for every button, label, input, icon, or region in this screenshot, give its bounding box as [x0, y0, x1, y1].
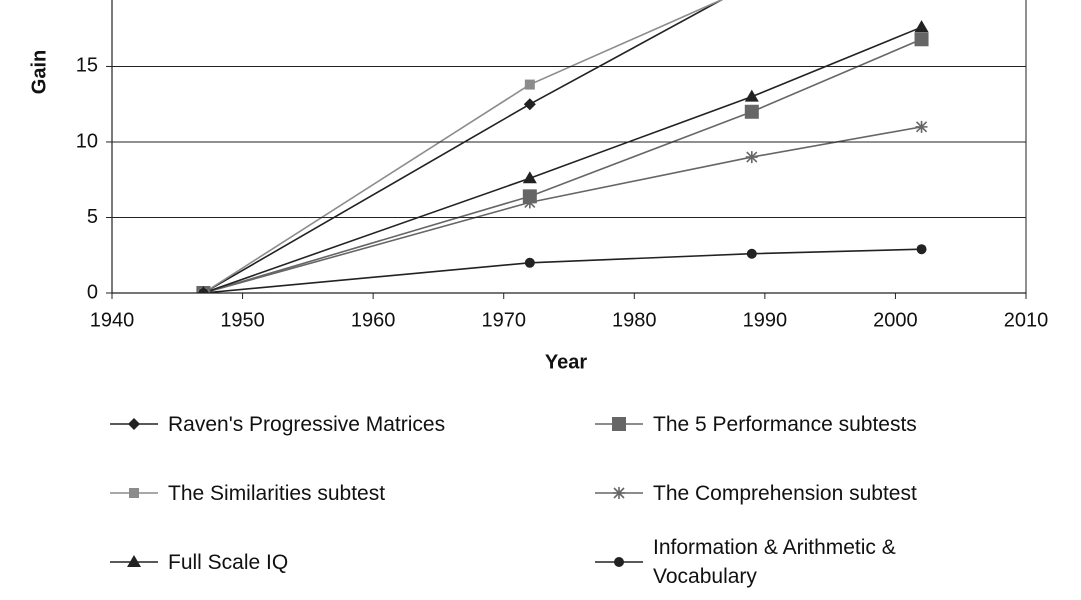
x-tick-label: 2000: [873, 309, 918, 331]
legend-label: The Comprehension subtest: [653, 481, 917, 505]
x-tick-label: 1950: [220, 309, 265, 331]
marker: [914, 32, 929, 47]
legend-label: The 5 Performance subtests: [653, 412, 917, 436]
marker: [524, 257, 535, 268]
marker: [613, 487, 625, 499]
series-line: [202, 0, 723, 293]
x-tick-label: 1970: [481, 309, 526, 331]
series-line: [203, 38, 922, 293]
marker: [914, 20, 929, 33]
marker: [746, 248, 757, 259]
marker: [744, 104, 759, 119]
marker: [523, 98, 536, 111]
legend-label: Raven's Progressive Matrices: [168, 412, 446, 436]
plot-area: [196, 0, 929, 293]
series-line: [202, 0, 724, 293]
x-tick-label: 1980: [612, 309, 657, 331]
marker: [916, 244, 927, 255]
marker: [524, 79, 535, 90]
marker: [128, 418, 140, 430]
marker: [522, 171, 537, 184]
series-line: [203, 26, 922, 293]
y-tick-label: 5: [87, 206, 98, 228]
marker: [129, 488, 139, 498]
x-tick-label: 1940: [90, 309, 135, 331]
marker: [127, 555, 141, 567]
y-axis-label: Gain: [28, 50, 50, 94]
y-tick-label: 15: [76, 55, 98, 77]
series-line: [203, 126, 922, 293]
marker: [614, 557, 624, 567]
marker: [523, 196, 536, 209]
y-tick-label: 0: [87, 281, 98, 303]
legend-label: Full Scale IQ: [168, 550, 289, 574]
marker: [744, 89, 759, 102]
x-axis-label: Year: [545, 351, 587, 373]
legend-label: Information & Arithmetic & Vocabulary: [653, 536, 896, 588]
marker: [745, 151, 758, 164]
series-line: [203, 248, 922, 293]
x-tick-label: 1990: [743, 309, 788, 331]
legend-label: The Similarities subtest: [168, 481, 386, 505]
y-tick-label: 10: [76, 130, 98, 152]
x-tick-label: 1960: [351, 309, 396, 331]
x-tick-label: 2010: [1004, 309, 1049, 331]
marker: [198, 288, 209, 293]
marker: [915, 120, 928, 133]
marker: [612, 417, 626, 431]
